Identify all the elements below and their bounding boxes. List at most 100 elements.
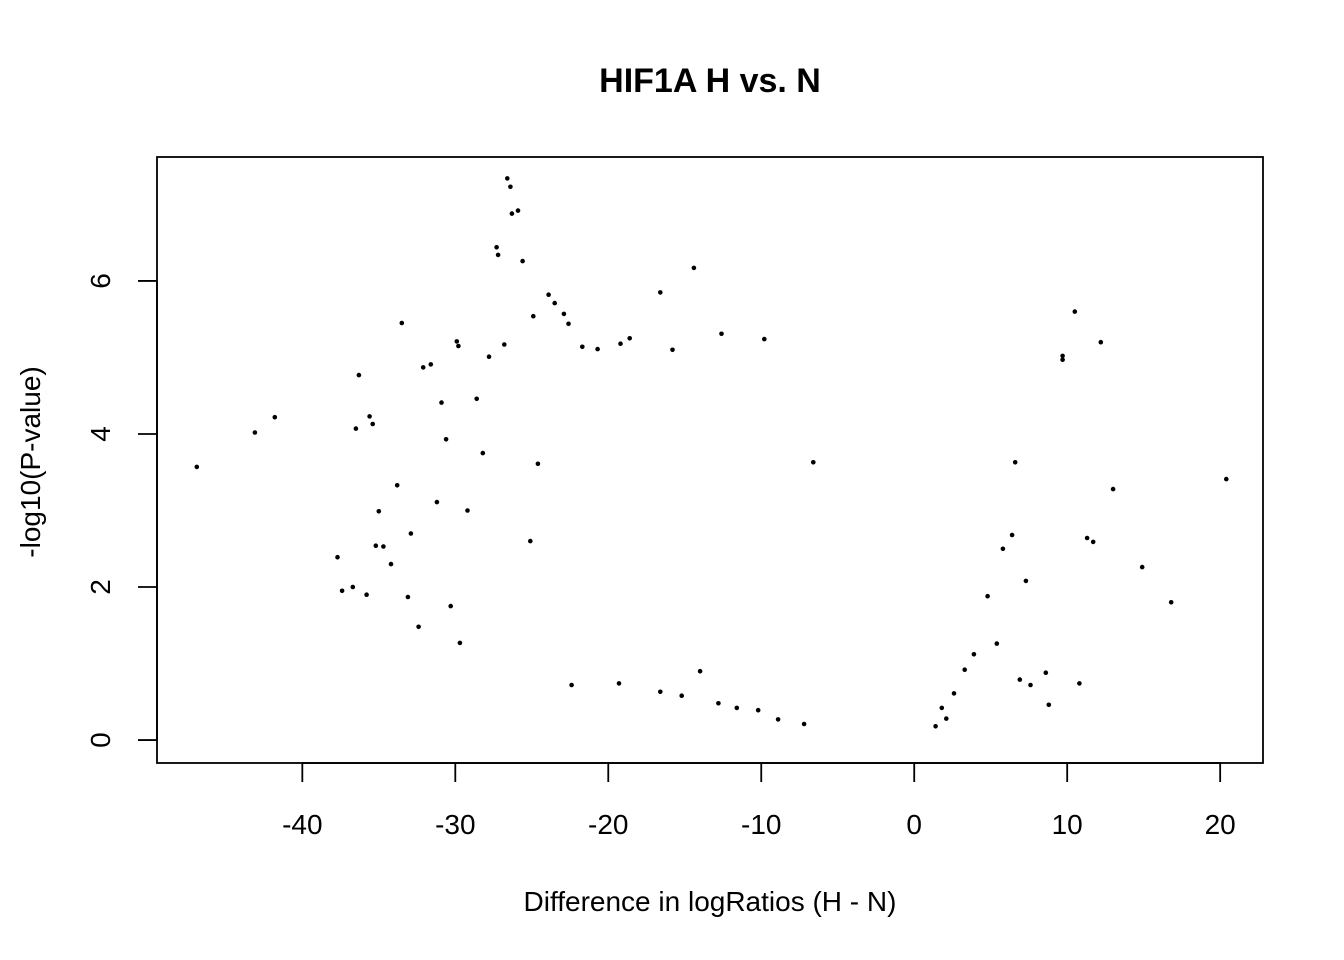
data-point [486,354,492,360]
y-tick-label: 0 [85,732,116,748]
data-point [457,640,463,646]
data-point [408,531,414,536]
data-point [1060,357,1065,363]
data-point [272,414,278,420]
data-point [719,331,724,337]
data-point [381,544,386,549]
y-axis: 0 2 4 6 [85,273,158,748]
data-point [951,691,957,696]
data-point [939,705,945,711]
data-point [971,652,977,657]
data-point [658,689,663,695]
data-point [339,588,345,594]
data-point [465,508,470,513]
data-point [944,716,949,721]
data-point [531,313,536,319]
data-point [716,701,721,706]
data-point [353,426,359,431]
data-point [373,543,379,548]
data-point [420,365,426,370]
data-point [416,624,421,630]
data-point [1077,681,1082,686]
data-point [439,400,444,405]
y-tick-label: 4 [85,426,116,442]
data-point [454,339,460,344]
data-point [985,593,990,599]
x-tick-label: 10 [1052,809,1083,840]
data-point [658,290,663,295]
data-point [399,320,405,326]
data-point [388,561,394,567]
data-point [566,321,571,327]
data-points [194,176,1229,729]
x-tick-label: 20 [1205,809,1236,840]
data-point [376,509,382,514]
data-point [1110,486,1116,492]
data-point [535,461,541,467]
data-point [1043,670,1049,675]
data-point [762,336,767,342]
x-tick-label: -30 [435,809,475,840]
data-point [1072,309,1078,314]
data-point [448,603,454,609]
data-point [367,414,372,419]
x-tick-label: -20 [588,809,628,840]
data-point [801,721,807,727]
y-axis-label: -log10(P-value) [15,366,46,557]
data-point [595,346,600,352]
data-point [350,584,356,590]
data-point [474,396,480,402]
data-point [1084,535,1090,541]
data-point [697,668,703,674]
data-point [580,344,585,350]
data-point [502,342,507,347]
data-point [734,705,740,711]
data-point [691,265,697,271]
data-point [356,372,362,378]
data-point [405,594,411,600]
x-axis: -40 -30 -20 -10 0 10 20 [282,762,1236,840]
data-point [428,362,434,367]
data-point [456,343,461,349]
data-point [546,292,551,298]
x-axis-label: Difference in logRatios (H - N) [524,886,897,917]
data-point [394,483,400,488]
data-point [1090,539,1096,545]
data-point [627,336,632,341]
data-point [480,450,486,456]
data-point [494,245,499,250]
data-point [616,681,622,686]
data-point [618,341,623,347]
data-point [1168,600,1174,605]
data-point [1017,677,1023,682]
data-point [443,437,449,442]
data-point [994,641,1000,646]
x-tick-label: -10 [741,809,781,840]
data-point [252,430,258,435]
data-point [962,667,967,672]
data-point [335,554,340,560]
plot-frame [156,156,1264,764]
data-point [1012,460,1018,465]
data-point [1224,476,1229,482]
data-point [561,311,567,317]
data-point [434,499,440,505]
data-point [509,211,515,216]
data-point [679,693,684,698]
data-point [364,592,369,597]
y-tick-label: 2 [85,579,116,595]
x-tick-label: -40 [282,809,322,840]
data-point [528,538,533,544]
data-point [552,300,557,306]
data-point [1009,532,1015,538]
data-point [370,421,376,427]
x-tick-label: 0 [906,809,922,840]
data-point [1098,339,1104,345]
data-point [775,717,781,722]
data-point [1023,578,1029,584]
data-point [569,682,574,688]
data-point [811,460,816,465]
data-point [495,252,501,258]
data-point [1060,353,1065,359]
